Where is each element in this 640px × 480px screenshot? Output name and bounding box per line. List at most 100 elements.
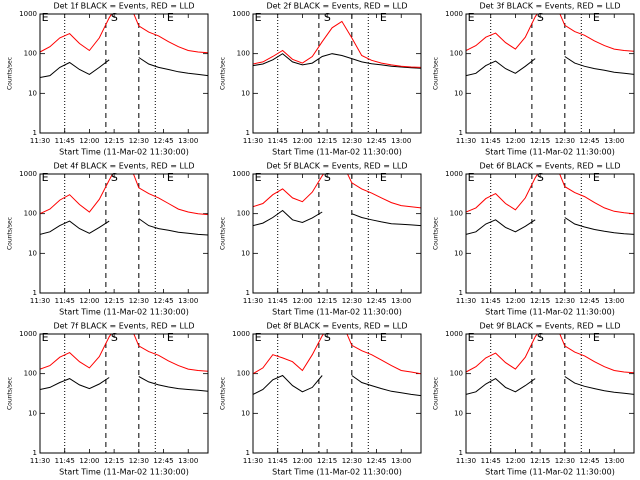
series-line [40, 174, 208, 216]
series-line [40, 57, 208, 78]
x-axis-label: Start Time (11-Mar-02 11:30:00) [59, 308, 189, 317]
annotation: S [537, 331, 544, 344]
x-tick-label: 11:30 [30, 457, 50, 465]
series-line [466, 217, 634, 235]
x-tick-label: 11:45 [55, 297, 75, 305]
y-axis-label: Counts/sec [220, 217, 227, 250]
chart-panel: Det 7f BLACK = Events, RED = LLD Start Ti… [7, 322, 209, 477]
x-tick-label: 12:15 [104, 297, 124, 305]
annotation: E [42, 11, 49, 24]
x-tick-label: 12:00 [79, 457, 99, 465]
series-line [253, 209, 421, 227]
plot-frame [465, 13, 635, 134]
y-tick-label: 100 [450, 210, 463, 218]
x-tick-label: 12:00 [292, 457, 312, 465]
x-tick-label: 13:00 [178, 137, 198, 145]
y-tick-label: 1000 [445, 330, 463, 338]
plot-frame [252, 13, 422, 134]
x-tick-label: 13:00 [178, 457, 198, 465]
plot-frame [252, 333, 422, 454]
x-tick-label: 11:45 [268, 297, 288, 305]
chart-title: Det 6f BLACK = Events, RED = LLD [479, 162, 620, 171]
x-tick-label: 12:30 [342, 297, 362, 305]
annotation: S [324, 171, 331, 184]
x-tick-label: 12:45 [153, 457, 173, 465]
x-tick-label: 12:00 [505, 297, 525, 305]
annotation: E [468, 331, 475, 344]
x-tick-label: 12:45 [366, 457, 386, 465]
plot-frame [465, 173, 635, 294]
x-tick-label: 12:15 [530, 137, 550, 145]
x-tick-label: 11:30 [30, 137, 50, 145]
annotation: S [111, 11, 118, 24]
y-tick-label: 100 [24, 50, 37, 58]
series-line [253, 334, 421, 375]
series-line [40, 334, 208, 372]
chart-panel: Det 2f BLACK = Events, RED = LLD Start Ti… [220, 2, 422, 157]
annotation: E [42, 171, 49, 184]
x-tick-label: 12:15 [317, 457, 337, 465]
x-tick-label: 11:30 [456, 297, 476, 305]
series-line [253, 20, 421, 68]
series-line [466, 376, 634, 395]
x-axis-label: Start Time (11-Mar-02 11:30:00) [59, 468, 189, 477]
y-tick-label: 1 [459, 129, 463, 137]
annotation: E [167, 11, 174, 24]
plot-frame [465, 333, 635, 454]
x-tick-label: 12:45 [579, 297, 599, 305]
x-tick-label: 13:00 [391, 137, 411, 145]
annotation: S [111, 331, 118, 344]
x-tick-label: 11:30 [243, 297, 263, 305]
y-axis-label: Counts/sec [7, 217, 14, 250]
x-tick-label: 11:30 [30, 297, 50, 305]
x-tick-label: 12:15 [104, 457, 124, 465]
chart-panel: Det 4f BLACK = Events, RED = LLD Start Ti… [7, 162, 209, 317]
x-axis-label: Start Time (11-Mar-02 11:30:00) [485, 148, 615, 157]
x-tick-label: 12:30 [555, 457, 575, 465]
x-tick-label: 12:15 [317, 137, 337, 145]
y-tick-label: 10 [241, 249, 250, 257]
y-axis-label: Counts/sec [433, 377, 440, 410]
y-tick-label: 10 [28, 89, 37, 97]
y-tick-label: 10 [241, 89, 250, 97]
y-tick-label: 10 [241, 409, 250, 417]
series-line [253, 174, 421, 209]
annotation: E [255, 11, 262, 24]
chart-title: Det 4f BLACK = Events, RED = LLD [53, 162, 194, 171]
series-line [253, 53, 421, 69]
chart-title: Det 7f BLACK = Events, RED = LLD [53, 322, 194, 331]
annotation: E [167, 171, 174, 184]
x-axis-label: Start Time (11-Mar-02 11:30:00) [59, 148, 189, 157]
annotation: E [468, 171, 475, 184]
y-tick-label: 10 [454, 89, 463, 97]
annotation: S [324, 11, 331, 24]
x-tick-label: 11:45 [481, 297, 501, 305]
plot-frame [252, 173, 422, 294]
plot-frame [39, 333, 209, 454]
series-line [40, 218, 208, 236]
x-tick-label: 13:00 [604, 457, 624, 465]
y-tick-label: 100 [24, 210, 37, 218]
x-tick-label: 11:45 [268, 457, 288, 465]
annotation: S [537, 171, 544, 184]
chart-panel: Det 5f BLACK = Events, RED = LLD Start Ti… [220, 162, 422, 317]
y-tick-label: 1000 [19, 170, 37, 178]
annotation: E [593, 331, 600, 344]
chart-title: Det 5f BLACK = Events, RED = LLD [266, 162, 407, 171]
chart-panel: Det 3f BLACK = Events, RED = LLD Start Ti… [433, 2, 635, 157]
x-tick-label: 13:00 [391, 457, 411, 465]
x-tick-label: 12:00 [505, 457, 525, 465]
chart-title: Det 1f BLACK = Events, RED = LLD [53, 2, 194, 11]
y-tick-label: 1000 [445, 10, 463, 18]
x-tick-label: 11:30 [243, 457, 263, 465]
series-line [466, 14, 634, 52]
chart-title: Det 2f BLACK = Events, RED = LLD [266, 2, 407, 11]
x-axis-label: Start Time (11-Mar-02 11:30:00) [272, 308, 402, 317]
x-tick-label: 13:00 [604, 137, 624, 145]
y-tick-label: 1000 [19, 10, 37, 18]
x-tick-label: 11:45 [481, 137, 501, 145]
y-tick-label: 10 [28, 409, 37, 417]
y-tick-label: 1 [459, 449, 463, 457]
y-tick-label: 1 [459, 289, 463, 297]
x-tick-label: 11:45 [55, 137, 75, 145]
